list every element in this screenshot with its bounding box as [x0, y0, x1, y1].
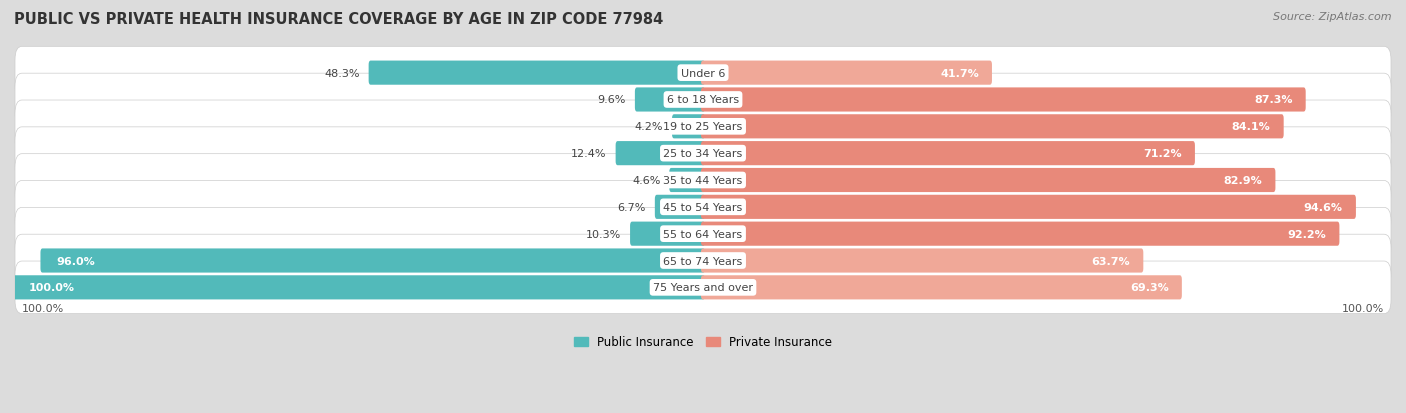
FancyBboxPatch shape — [655, 195, 704, 219]
FancyBboxPatch shape — [13, 275, 704, 300]
FancyBboxPatch shape — [616, 142, 704, 166]
FancyBboxPatch shape — [702, 275, 1182, 300]
Text: 48.3%: 48.3% — [325, 69, 360, 78]
Text: 87.3%: 87.3% — [1254, 95, 1292, 105]
FancyBboxPatch shape — [368, 62, 704, 85]
FancyBboxPatch shape — [702, 169, 1275, 192]
FancyBboxPatch shape — [702, 88, 1306, 112]
Text: 65 to 74 Years: 65 to 74 Years — [664, 256, 742, 266]
Text: 75 Years and over: 75 Years and over — [652, 282, 754, 293]
Text: 96.0%: 96.0% — [56, 256, 96, 266]
FancyBboxPatch shape — [702, 222, 1340, 246]
FancyBboxPatch shape — [15, 208, 1391, 260]
Text: 41.7%: 41.7% — [941, 69, 979, 78]
Text: 92.2%: 92.2% — [1288, 229, 1326, 239]
FancyBboxPatch shape — [15, 128, 1391, 180]
Text: 6.7%: 6.7% — [617, 202, 645, 212]
Text: 9.6%: 9.6% — [598, 95, 626, 105]
FancyBboxPatch shape — [630, 222, 704, 246]
Text: 45 to 54 Years: 45 to 54 Years — [664, 202, 742, 212]
FancyBboxPatch shape — [15, 47, 1391, 100]
Text: 69.3%: 69.3% — [1130, 282, 1168, 293]
FancyBboxPatch shape — [15, 154, 1391, 207]
Text: 55 to 64 Years: 55 to 64 Years — [664, 229, 742, 239]
Text: 100.0%: 100.0% — [22, 303, 65, 313]
FancyBboxPatch shape — [669, 169, 704, 192]
FancyBboxPatch shape — [15, 235, 1391, 287]
FancyBboxPatch shape — [15, 101, 1391, 153]
Text: 4.2%: 4.2% — [634, 122, 664, 132]
Text: Under 6: Under 6 — [681, 69, 725, 78]
Text: 4.6%: 4.6% — [631, 176, 661, 185]
Text: 25 to 34 Years: 25 to 34 Years — [664, 149, 742, 159]
Text: 63.7%: 63.7% — [1091, 256, 1130, 266]
Text: 6 to 18 Years: 6 to 18 Years — [666, 95, 740, 105]
FancyBboxPatch shape — [41, 249, 704, 273]
Text: 35 to 44 Years: 35 to 44 Years — [664, 176, 742, 185]
FancyBboxPatch shape — [15, 261, 1391, 314]
FancyBboxPatch shape — [702, 195, 1355, 219]
Text: 19 to 25 Years: 19 to 25 Years — [664, 122, 742, 132]
FancyBboxPatch shape — [702, 142, 1195, 166]
FancyBboxPatch shape — [702, 249, 1143, 273]
Text: 12.4%: 12.4% — [571, 149, 606, 159]
Text: PUBLIC VS PRIVATE HEALTH INSURANCE COVERAGE BY AGE IN ZIP CODE 77984: PUBLIC VS PRIVATE HEALTH INSURANCE COVER… — [14, 12, 664, 27]
Text: 71.2%: 71.2% — [1143, 149, 1182, 159]
Legend: Public Insurance, Private Insurance: Public Insurance, Private Insurance — [569, 331, 837, 354]
Text: Source: ZipAtlas.com: Source: ZipAtlas.com — [1274, 12, 1392, 22]
Text: 94.6%: 94.6% — [1303, 202, 1343, 212]
Text: 100.0%: 100.0% — [28, 282, 75, 293]
FancyBboxPatch shape — [672, 115, 704, 139]
Text: 84.1%: 84.1% — [1232, 122, 1271, 132]
FancyBboxPatch shape — [15, 74, 1391, 126]
FancyBboxPatch shape — [702, 62, 993, 85]
FancyBboxPatch shape — [636, 88, 704, 112]
Text: 10.3%: 10.3% — [586, 229, 621, 239]
FancyBboxPatch shape — [702, 115, 1284, 139]
Text: 82.9%: 82.9% — [1223, 176, 1263, 185]
Text: 100.0%: 100.0% — [1341, 303, 1384, 313]
FancyBboxPatch shape — [15, 181, 1391, 234]
